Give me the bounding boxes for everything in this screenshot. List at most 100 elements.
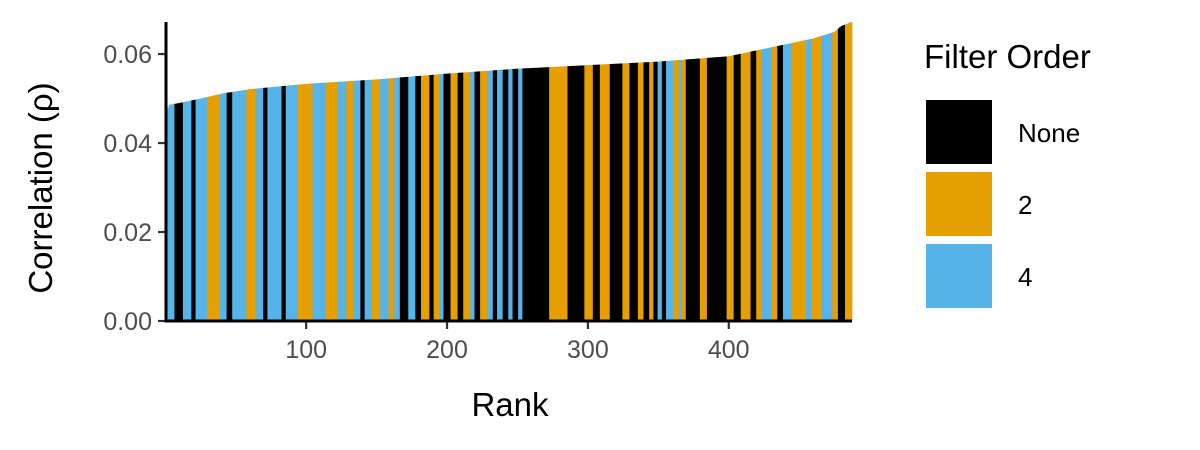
bar <box>237 90 240 321</box>
bar <box>837 28 840 321</box>
bar <box>191 100 194 321</box>
bar <box>616 63 619 321</box>
bar <box>606 64 609 321</box>
bar <box>467 72 470 321</box>
bar <box>257 88 260 321</box>
bar <box>453 73 456 322</box>
bar <box>846 23 849 321</box>
bar <box>639 62 642 321</box>
bar <box>437 74 440 321</box>
bar <box>730 55 733 322</box>
bar <box>202 97 205 321</box>
bar <box>387 78 389 321</box>
bar <box>515 68 518 321</box>
bar <box>575 65 578 321</box>
bar <box>320 82 323 322</box>
bar <box>491 70 494 321</box>
bar <box>392 78 395 321</box>
bar <box>721 56 723 321</box>
bar <box>485 70 488 322</box>
bar <box>813 38 816 322</box>
bar <box>323 82 326 321</box>
bar <box>361 80 364 321</box>
x-tick-label: 200 <box>426 336 468 364</box>
bar <box>306 83 309 321</box>
bar <box>773 46 775 322</box>
bar <box>223 93 226 321</box>
bar <box>785 44 788 321</box>
bar <box>468 72 471 321</box>
bar <box>368 79 371 321</box>
bar <box>640 62 643 321</box>
bar <box>809 39 812 322</box>
bar <box>544 67 547 321</box>
bar <box>666 60 668 322</box>
bar <box>821 35 823 321</box>
bar <box>784 44 787 322</box>
y-axis-title: Correlation (ρ) <box>22 82 59 293</box>
bar <box>370 79 373 321</box>
bar <box>187 101 189 321</box>
bar <box>250 89 253 321</box>
bar <box>718 57 720 321</box>
bar <box>694 58 696 321</box>
bar <box>787 43 789 322</box>
bar <box>599 64 602 322</box>
x-axis-title: Rank <box>471 386 549 423</box>
bar <box>409 76 412 322</box>
bar <box>351 80 354 321</box>
bar <box>356 80 358 321</box>
bar <box>487 70 489 322</box>
bar <box>260 88 263 322</box>
bar <box>770 47 773 322</box>
bar <box>619 63 622 322</box>
bar-series <box>166 22 853 322</box>
bar <box>430 74 433 321</box>
bar <box>523 68 526 321</box>
bar <box>620 63 623 321</box>
bar <box>788 43 791 321</box>
bar <box>588 65 591 321</box>
bar <box>251 88 254 321</box>
bar <box>597 64 599 321</box>
bar <box>436 74 439 321</box>
bar <box>304 83 306 321</box>
bar <box>585 65 588 321</box>
bar <box>349 81 351 321</box>
bar <box>201 98 203 321</box>
bar <box>833 31 836 321</box>
bar <box>380 79 382 321</box>
bar <box>715 57 718 321</box>
bar <box>288 85 291 321</box>
bar <box>706 57 709 322</box>
bar <box>230 92 233 321</box>
bar <box>173 104 175 321</box>
bar <box>254 88 257 322</box>
bar <box>690 59 692 321</box>
bar <box>432 74 434 322</box>
bar <box>266 87 268 321</box>
bar <box>633 62 636 322</box>
bar <box>354 80 357 321</box>
bar <box>244 89 247 321</box>
bar <box>475 71 478 321</box>
bar <box>590 65 592 322</box>
bar <box>795 42 798 322</box>
bar <box>761 49 764 321</box>
bar <box>419 75 422 321</box>
bar <box>743 53 746 321</box>
bar <box>522 68 525 322</box>
bar <box>374 79 377 322</box>
bar <box>171 104 174 321</box>
bar <box>542 67 544 321</box>
bar <box>584 65 587 321</box>
bar <box>339 81 342 322</box>
bar <box>480 71 482 321</box>
bar <box>539 67 542 321</box>
bar <box>363 80 365 321</box>
bar <box>256 88 258 322</box>
bar <box>292 85 295 321</box>
bar <box>570 66 573 321</box>
bar <box>742 53 744 321</box>
bar <box>416 76 419 321</box>
